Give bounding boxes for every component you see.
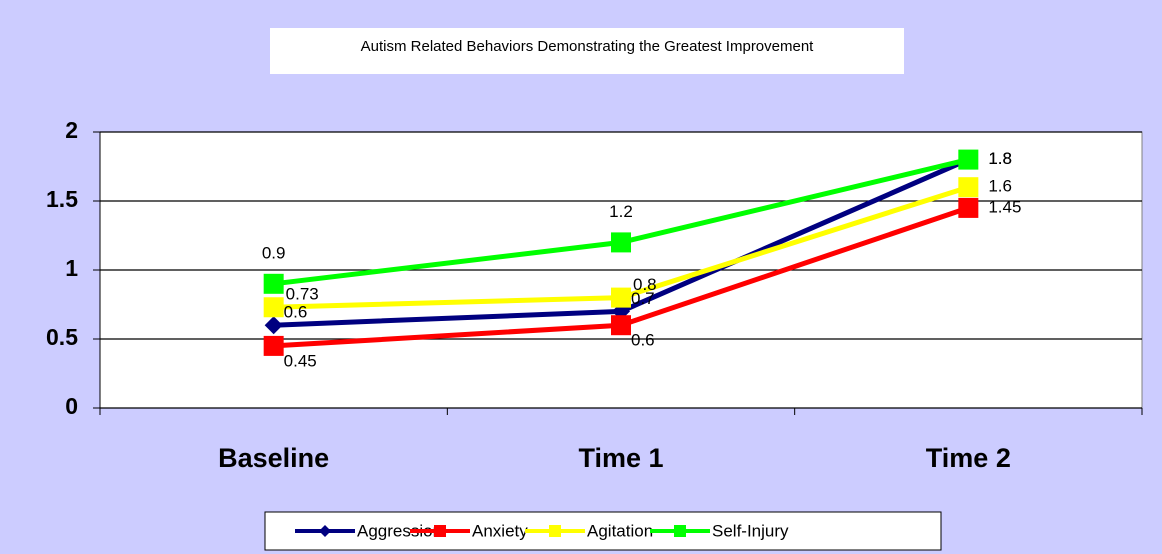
- y-tick-label: 0.5: [46, 324, 78, 350]
- legend-label: Aggression: [357, 521, 442, 540]
- marker: [264, 316, 283, 335]
- data-labels: 0.60.71.80.450.61.450.730.81.60.91.21.8: [262, 149, 1022, 370]
- data-label: 0.8: [633, 275, 657, 294]
- legend-marker: [434, 525, 446, 537]
- data-label: 1.45: [988, 197, 1021, 216]
- y-tick-label: 1.5: [46, 186, 78, 212]
- data-label: 0.7: [631, 289, 655, 308]
- y-tick-label: 2: [65, 117, 78, 143]
- y-tick-label: 1: [65, 255, 78, 281]
- series-lines: [263, 149, 979, 356]
- legend: Aggression Anxiety Agitation Self-Injury: [295, 521, 789, 540]
- grid: 0 0.5 1 1.5 2 Baseline Time 1 Time 2: [46, 117, 1143, 473]
- marker: [611, 315, 631, 336]
- chart-title: Autism Related Behaviors Demonstrating t…: [361, 38, 815, 55]
- marker: [958, 177, 979, 198]
- data-label: 0.9: [262, 243, 286, 262]
- x-tick-label: Baseline: [218, 443, 329, 473]
- data-label: 0.6: [284, 303, 308, 322]
- x-tick-label: Time 1: [578, 443, 663, 473]
- legend-label: Anxiety: [472, 521, 528, 540]
- legend-marker: [674, 525, 686, 537]
- data-label: 0.45: [284, 351, 317, 370]
- data-label: 0.6: [631, 331, 655, 350]
- marker: [263, 297, 284, 318]
- marker: [958, 197, 979, 218]
- marker: [263, 273, 284, 294]
- data-label: 1.8: [988, 149, 1012, 168]
- legend-marker: [549, 525, 561, 537]
- data-label: 0.73: [286, 285, 319, 304]
- data-label: 1.2: [609, 202, 633, 221]
- legend-box: [264, 511, 942, 551]
- legend-label: Self-Injury: [712, 521, 789, 540]
- data-label: 1.8: [988, 149, 1012, 168]
- data-label: 1.6: [988, 177, 1012, 196]
- title-box: [270, 28, 904, 74]
- marker: [611, 287, 631, 308]
- x-tick-label: Time 2: [926, 443, 1011, 473]
- y-tick-label: 0: [65, 393, 78, 419]
- legend-label: Agitation: [587, 521, 653, 540]
- marker: [263, 335, 284, 356]
- marker: [611, 232, 631, 253]
- legend-marker: [319, 525, 331, 537]
- marker: [958, 149, 979, 170]
